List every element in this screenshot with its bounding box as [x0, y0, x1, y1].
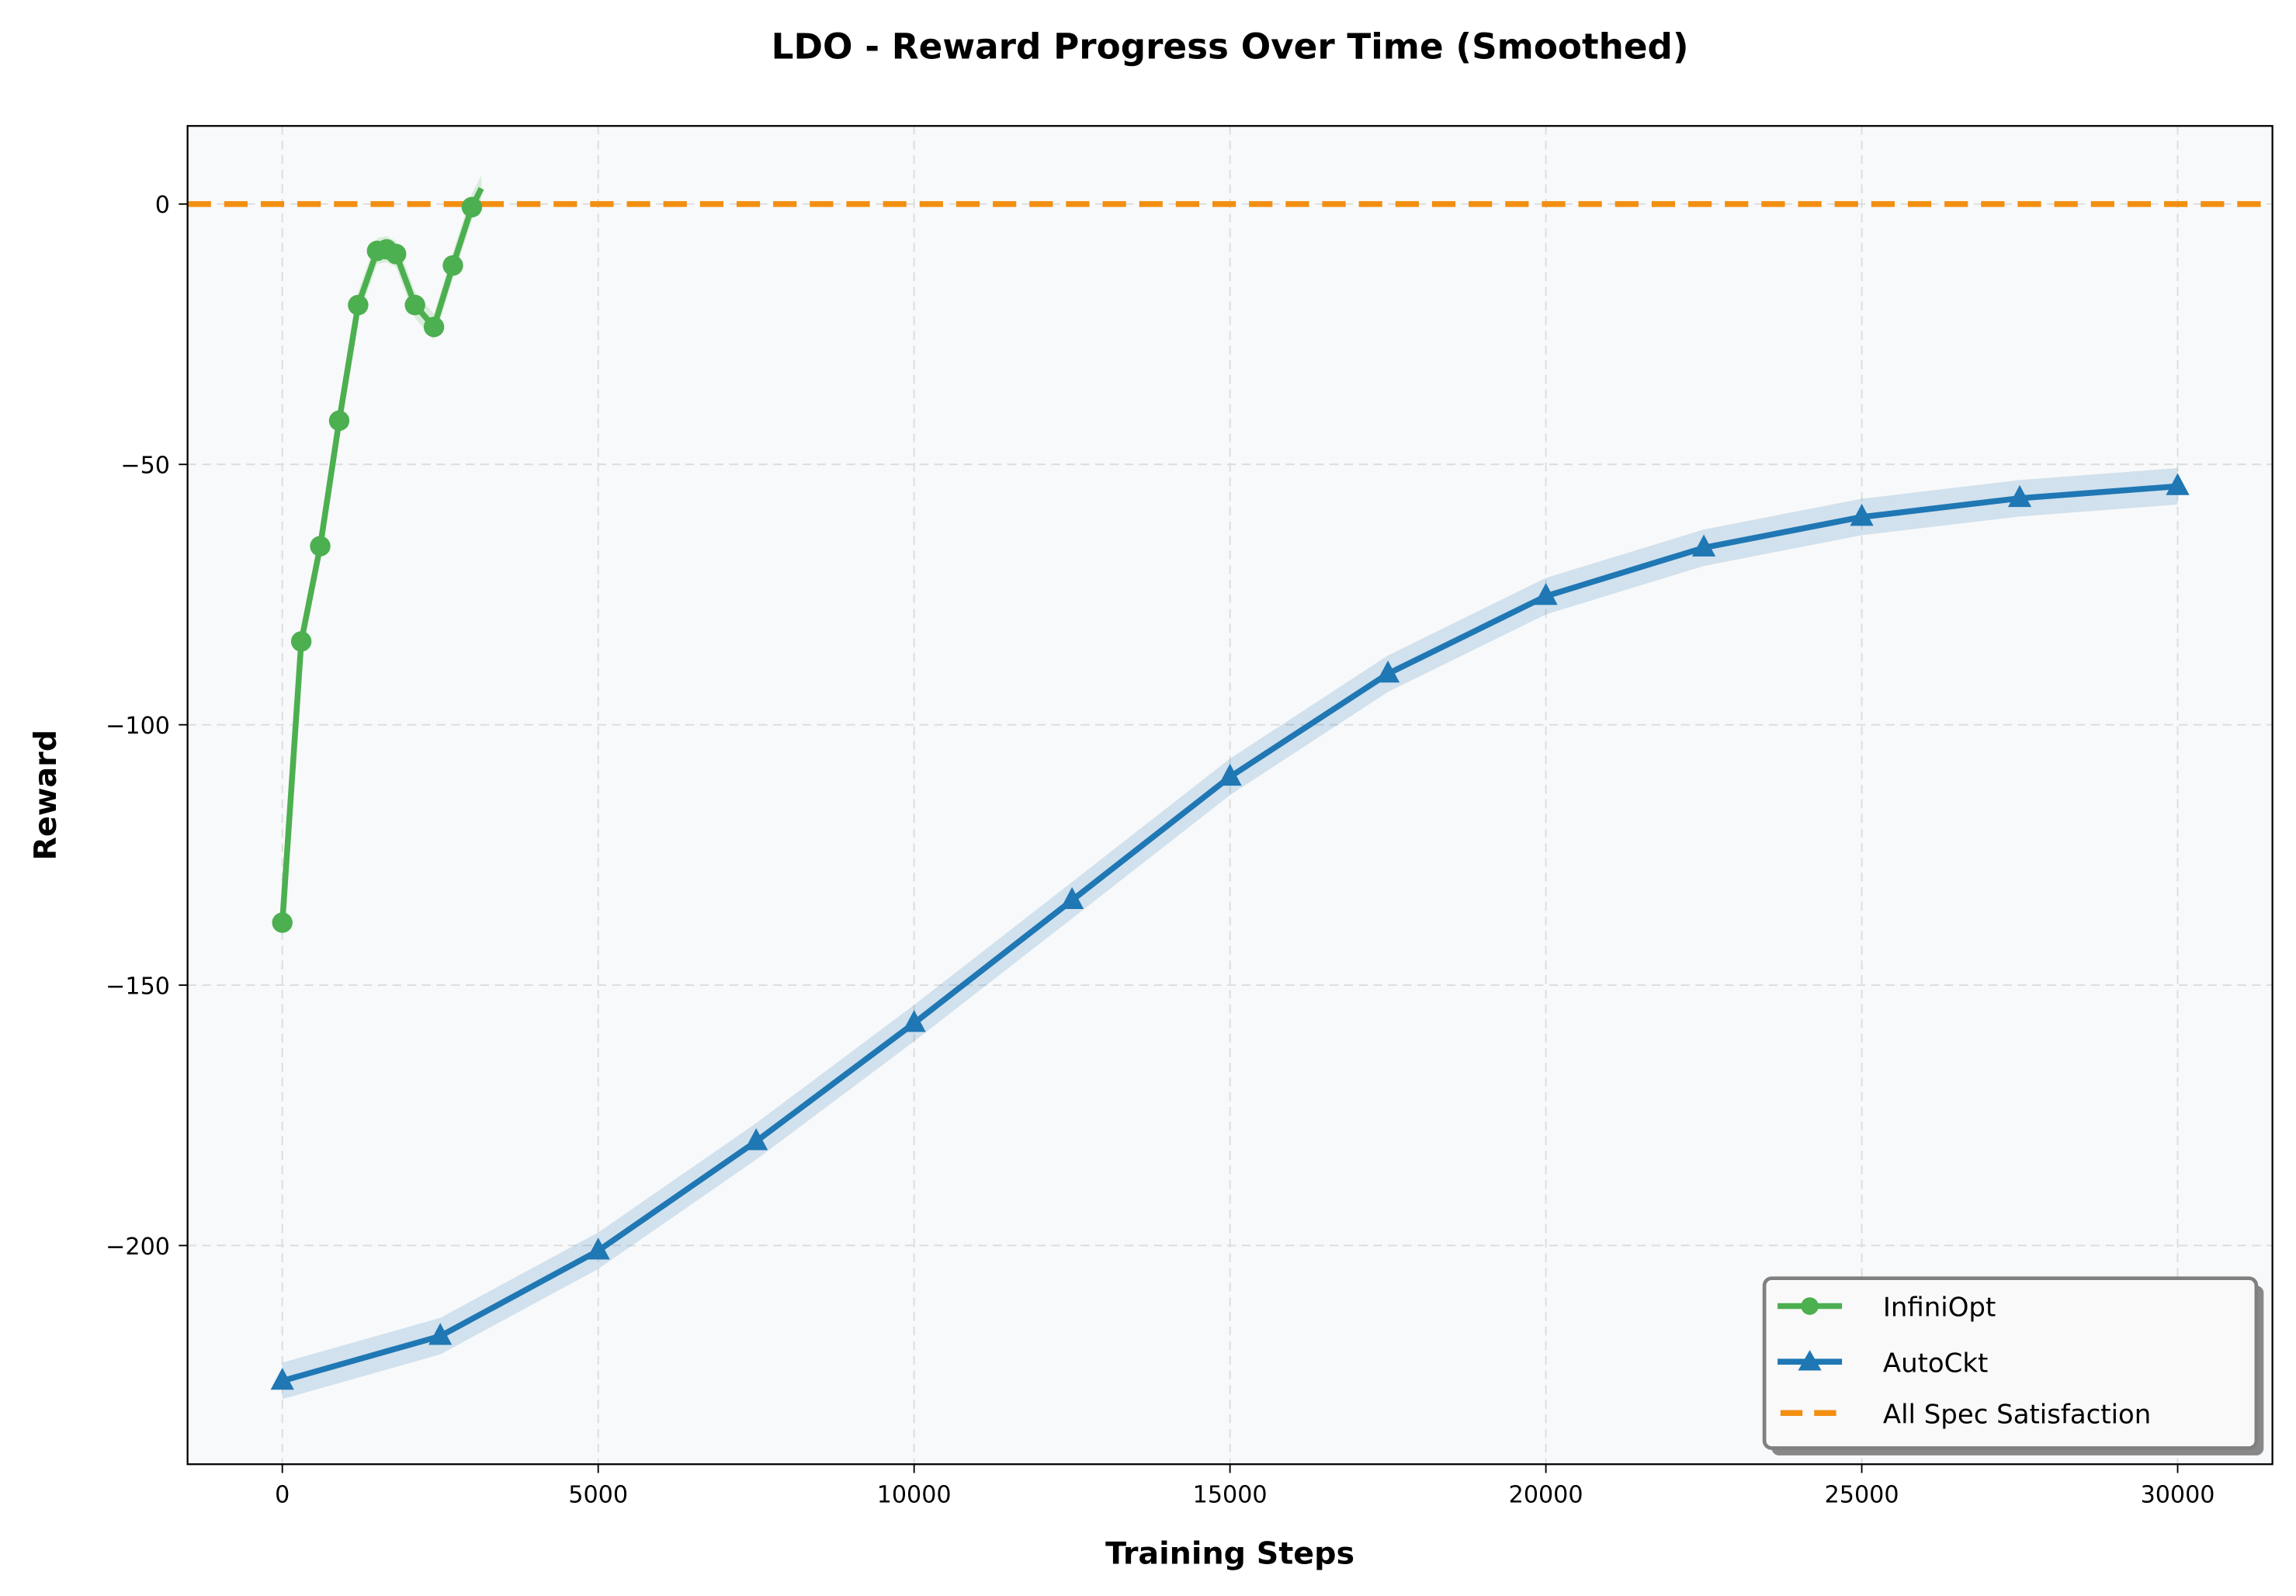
infiniopt-point — [461, 196, 483, 218]
chart-title: LDO - Reward Progress Over Time (Smoothe… — [772, 26, 1689, 67]
autockt-point — [1534, 582, 1558, 605]
autockt-confidence-band — [282, 467, 2178, 1400]
infiniopt-point — [328, 410, 350, 432]
x-tick-label: 5000 — [568, 1481, 628, 1508]
x-tick-label: 30000 — [2141, 1481, 2215, 1508]
legend-box — [1762, 1276, 2259, 1450]
autockt-point — [428, 1323, 453, 1345]
legend-label-infiniopt: InfiniOpt — [1883, 1292, 1996, 1324]
y-tick-label: −150 — [106, 973, 170, 1000]
x-tick-label: 25000 — [1825, 1481, 1899, 1508]
autockt-point — [2007, 484, 2032, 508]
autockt-point — [744, 1128, 768, 1150]
y-axis-label: Reward — [28, 730, 64, 861]
infiniopt-point — [272, 912, 293, 933]
x-tick-label: 15000 — [1193, 1481, 1268, 1508]
autockt-point — [586, 1237, 610, 1260]
legend-marker-circle — [1801, 1297, 1819, 1315]
y-tick-label: −50 — [120, 453, 170, 480]
infiniopt-point — [386, 244, 407, 265]
infiniopt-confidence-band — [282, 175, 482, 936]
infiniopt-point — [404, 294, 425, 316]
autockt-point — [1218, 763, 1242, 786]
x-tick-label: 20000 — [1509, 1481, 1583, 1508]
autockt-point — [2166, 473, 2190, 495]
infiniopt-point — [423, 316, 445, 338]
infiniopt-point — [290, 631, 312, 652]
infiniopt-point — [442, 255, 463, 276]
y-tick-label: 0 — [155, 192, 170, 219]
infiniopt-point — [348, 294, 369, 316]
legend-label-spec: All Spec Satisfaction — [1883, 1399, 2151, 1430]
legend: InfiniOpt AutoCkt All Spec Satisfaction — [1762, 1276, 2264, 1455]
autockt-point — [1060, 886, 1084, 910]
infiniopt-point — [310, 536, 331, 557]
autockt-point — [1850, 504, 1874, 526]
autockt-point — [902, 1010, 926, 1032]
x-tick-label: 10000 — [877, 1481, 952, 1508]
y-tick-label: −100 — [106, 713, 170, 740]
x-tick-label: 0 — [275, 1481, 290, 1508]
autockt-point — [1691, 534, 1716, 557]
autockt-point — [270, 1367, 294, 1390]
y-tick-label: −200 — [106, 1233, 170, 1261]
legend-marker-triangle — [1798, 1350, 1822, 1371]
autockt-point — [1376, 660, 1400, 683]
x-axis-label: Training Steps — [1105, 1536, 1354, 1572]
legend-label-autockt: AutoCkt — [1883, 1348, 1988, 1379]
